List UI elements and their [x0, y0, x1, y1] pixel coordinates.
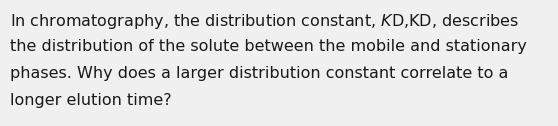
Text: phases. Why does a larger distribution constant correlate to a: phases. Why does a larger distribution c…: [10, 66, 508, 81]
Text: the distribution of the solute between the mobile and stationary: the distribution of the solute between t…: [10, 39, 527, 54]
Text: In chromatography, the distribution constant, $\mathit{K}$D,KD, describes: In chromatography, the distribution cons…: [10, 12, 519, 31]
Text: longer elution time?: longer elution time?: [10, 93, 172, 108]
